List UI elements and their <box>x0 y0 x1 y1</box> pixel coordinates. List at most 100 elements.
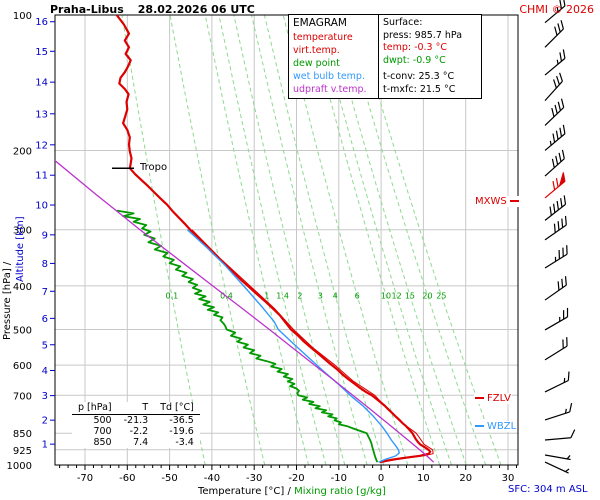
temperature-tick-label: 30 <box>502 473 515 484</box>
altitude-tick-label: 3 <box>42 391 48 402</box>
freezing-level-label: FZLV <box>474 392 512 404</box>
wind-barb <box>544 49 566 76</box>
pressure-tick-label: 925 <box>13 446 32 457</box>
sounding-datetime: 28.02.2026 06 UTC <box>137 3 255 16</box>
altitude-tick-label: 12 <box>35 140 48 151</box>
wind-barb <box>544 371 570 393</box>
wind-barb <box>544 0 566 24</box>
svg-text:6: 6 <box>355 291 360 300</box>
dew-point-curve <box>116 209 379 463</box>
altitude-tick-label: 1 <box>42 440 48 451</box>
pressure-tick-label: 600 <box>13 361 32 372</box>
svg-text:2: 2 <box>297 291 302 300</box>
temperature-curve <box>115 15 432 464</box>
table-header-pressure: p [hPa] <box>72 402 118 415</box>
wind-barb <box>544 98 565 126</box>
x-axis-temperature-label: Temperature [°C] <box>198 486 285 497</box>
wind-barb <box>544 461 570 474</box>
pressure-tick-label: 1000 <box>7 461 32 472</box>
wind-barb <box>544 215 567 241</box>
svg-text:15: 15 <box>405 291 415 300</box>
table-row: 500 -21.3 -36.5 <box>72 415 200 426</box>
levels-table-header-row: p [hPa] T Td [°C] <box>72 402 200 415</box>
temperature-tick-label: -50 <box>161 473 177 484</box>
wind-barb <box>544 72 563 102</box>
sfc-elevation-label: SFC: 304 m ASL <box>508 484 588 495</box>
wet-bulb-zero-level-label: WBZL <box>474 421 518 433</box>
x-axis-separator: / <box>287 486 291 497</box>
altitude-tick-label: 15 <box>35 47 48 58</box>
wind-barb <box>544 402 573 421</box>
surface-box: Surface: press: 985.7 hPa temp: -0.3 °C dw… <box>378 14 482 99</box>
header: Praha-Libus 28.02.2026 06 UTC <box>50 3 255 16</box>
table-cell: 500 <box>93 415 112 426</box>
mixing-ratio-labels: 0.1 0.4 1 1.4 2 3 4 6 10 12 15 20 25 <box>165 291 446 300</box>
max-wind-level-label: MXWS <box>474 195 520 207</box>
mxws-tick <box>509 199 519 202</box>
wind-barb <box>544 172 566 199</box>
wind-barb <box>544 337 568 361</box>
svg-text:10: 10 <box>381 291 391 300</box>
pressure-tick-label: 100 <box>13 11 32 22</box>
altitude-tick-label: 2 <box>42 416 48 427</box>
y-axis-title-pressure: Pressure [hPa] / <box>2 261 13 340</box>
legend-item-updraft: udpraft v.temp. <box>293 84 367 95</box>
legend-item-dew-point: dew point <box>293 58 340 69</box>
tropopause-label: Tropo <box>139 162 169 174</box>
altitude-tick-label: 5 <box>42 340 48 351</box>
virt-temp-curve <box>191 229 434 463</box>
copyright-label: CHMI © 2026 <box>519 3 594 16</box>
altitude-tick-label: 11 <box>35 171 48 182</box>
temperature-tick-label: -60 <box>119 473 135 484</box>
station-name: Praha-Libus <box>50 3 124 16</box>
wet-bulb-curve <box>186 229 400 463</box>
x-axis-title: Temperature [°C] / Mixing ratio [g/kg] <box>198 486 386 497</box>
surface-tmxfc-row: t-mxfc: 21.5 °C <box>383 83 456 95</box>
altitude-tick-label: 6 <box>42 314 48 325</box>
wind-barb <box>544 276 567 301</box>
surface-title: Surface: <box>383 17 423 28</box>
wind-barb <box>544 195 567 221</box>
temperature-tick-label: 10 <box>417 473 430 484</box>
curves <box>55 15 435 464</box>
updraft-virt-temp-curve <box>55 159 435 463</box>
altitude-tick-label: 16 <box>35 17 48 28</box>
altitude-tick-label: 8 <box>42 259 48 270</box>
surface-temp-row: temp: -0.3 °C <box>383 42 448 53</box>
table-row: 700 -2.2 -19.6 <box>72 426 200 437</box>
surface-dwpt-row: dwpt: -0.9 °C <box>383 54 446 66</box>
table-cell: -21.3 <box>123 415 149 426</box>
pressure-tick-label: 300 <box>13 226 32 237</box>
pressure-tick-label: 200 <box>13 146 32 157</box>
table-cell: -2.2 <box>129 426 149 437</box>
wind-barb <box>544 307 569 331</box>
legend-item-temperature: temperature <box>293 32 353 43</box>
temperature-tick-label: -10 <box>331 473 347 484</box>
svg-text:0.1: 0.1 <box>165 291 178 300</box>
wind-barb <box>544 454 571 461</box>
surface-tconv-row: t-conv: 25.3 °C <box>383 71 455 82</box>
temperature-tick-label: 20 <box>459 473 472 484</box>
pressure-tick-label: 850 <box>13 429 32 440</box>
wind-barb <box>544 429 576 441</box>
temperature-tick-label: -30 <box>246 473 262 484</box>
legend-box: EMAGRAM temperature virt.temp. dew point… <box>288 14 384 99</box>
wind-barb <box>544 124 566 151</box>
temperature-tick-label: -70 <box>77 473 93 484</box>
temperature-tick-label: -20 <box>288 473 304 484</box>
table-cell: -19.6 <box>169 426 194 437</box>
legend-title: EMAGRAM <box>293 17 347 29</box>
levels-table: p [hPa] T Td [°C] 500 -21.3 -36.5 700 -2… <box>72 402 200 448</box>
x-axis-mixing-ratio-label: Mixing ratio [g/kg] <box>294 486 386 497</box>
table-cell: 850 <box>93 437 112 448</box>
table-cell: -36.5 <box>169 415 194 426</box>
svg-text:1.4: 1.4 <box>276 291 289 300</box>
altitude-tick-label: 4 <box>42 366 48 377</box>
wind-barbs <box>544 0 576 474</box>
svg-text:3: 3 <box>318 291 323 300</box>
wind-barb <box>544 20 564 48</box>
pressure-tick-label: 500 <box>13 326 32 337</box>
altitude-tick-label: 13 <box>35 109 48 120</box>
table-header-dewpoint: Td [°C] <box>154 402 200 415</box>
